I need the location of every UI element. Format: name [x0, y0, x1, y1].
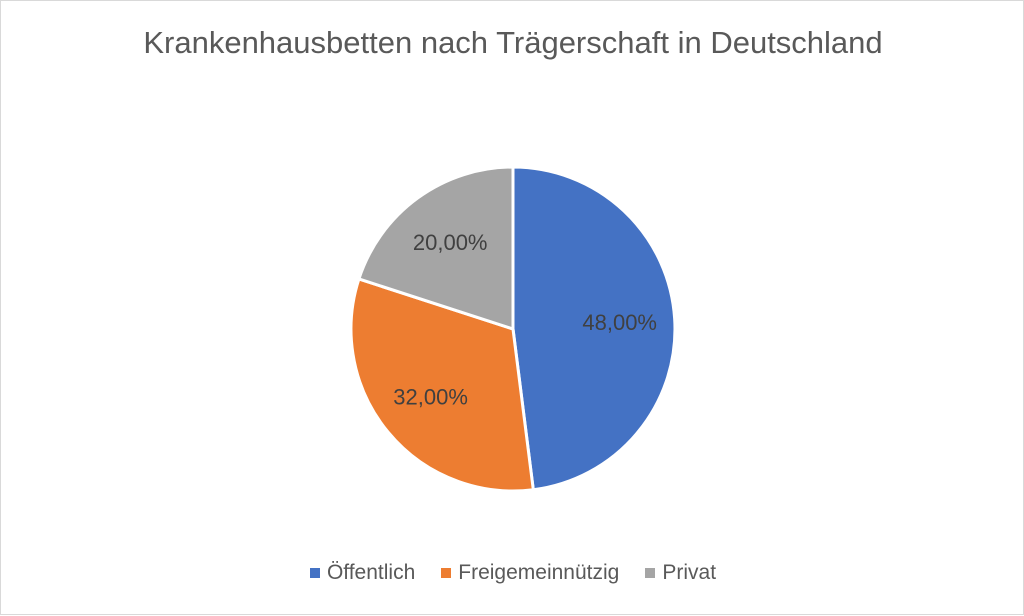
- legend-swatch-oeffentlich: [309, 568, 320, 578]
- legend-item-oeffentlich: Öffentlich: [309, 561, 416, 585]
- data-label-oeffentlich: 48,00%: [582, 310, 657, 335]
- chart-legend: Öffentlich Freigemeinnützig Privat: [1, 561, 1024, 585]
- legend-item-freigemeinnuetzig: Freigemeinnützig: [441, 561, 619, 585]
- legend-label-privat: Privat: [662, 561, 717, 584]
- legend-label-freigemeinnuetzig: Freigemeinnützig: [458, 561, 620, 584]
- legend-item-privat: Privat: [645, 561, 716, 585]
- pie-slice-freigemeinnuetzig: [349, 277, 535, 493]
- legend-swatch-privat: [645, 568, 656, 578]
- chart-title: Krankenhausbetten nach Trägerschaft in D…: [143, 25, 883, 60]
- pie-slice-oeffentlich: [511, 165, 677, 492]
- legend-label-oeffentlich: Öffentlich: [326, 561, 416, 584]
- pie-slice-privat: [357, 165, 515, 331]
- data-label-freigemeinnuetzig: 32,00%: [393, 385, 468, 410]
- data-label-privat: 20,00%: [413, 230, 488, 255]
- legend-swatch-freigemeinnuetzig: [441, 568, 452, 578]
